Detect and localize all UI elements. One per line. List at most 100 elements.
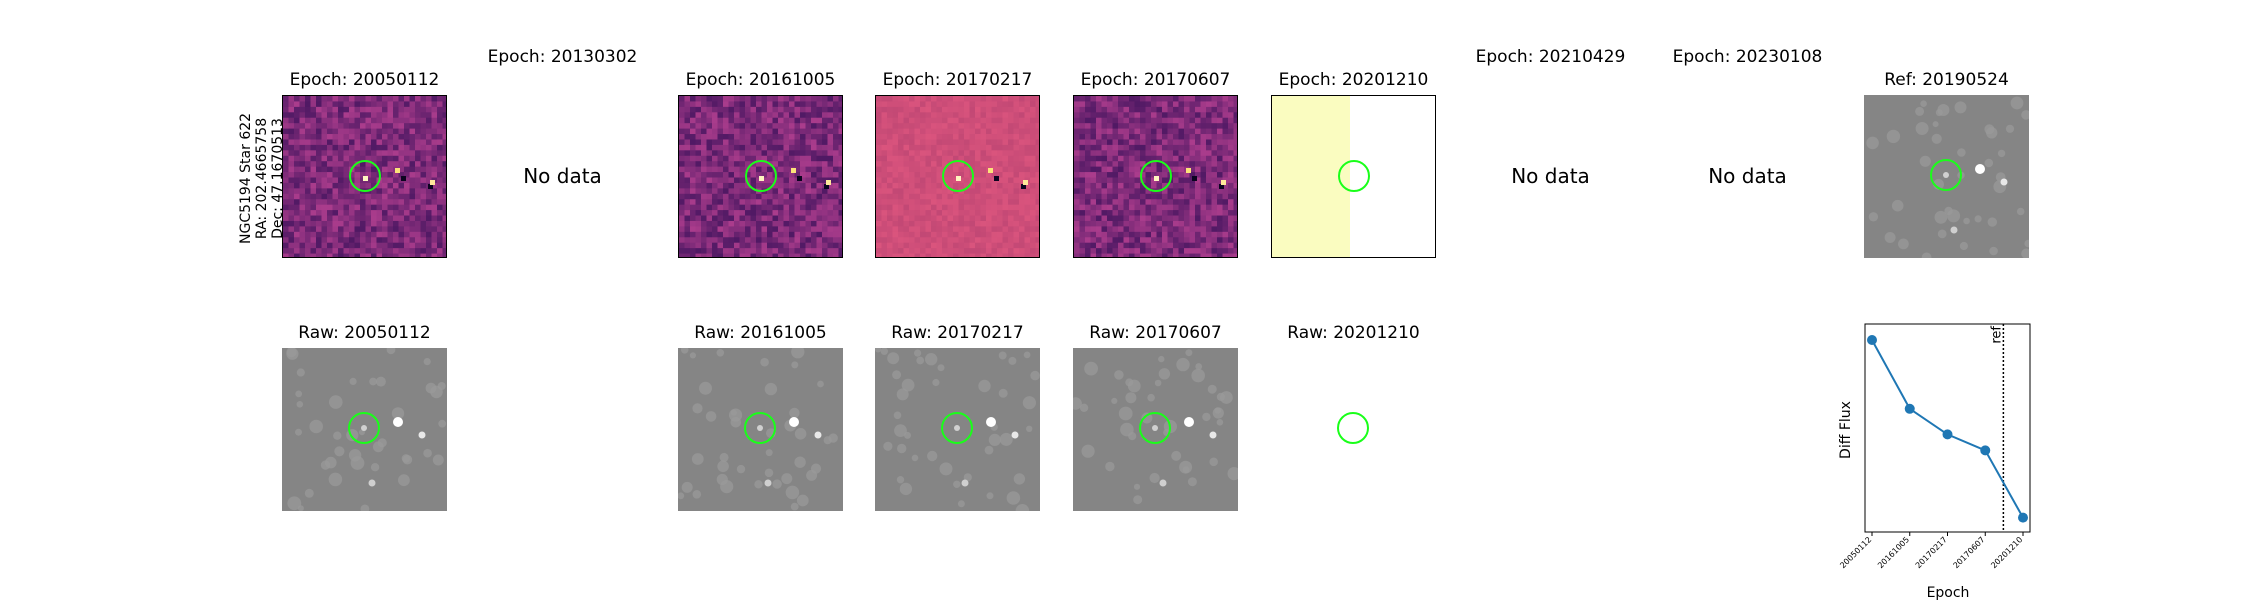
pixel (947, 101, 954, 108)
diff-panel-20201210[interactable] (1271, 95, 1436, 258)
pixel (679, 150, 685, 157)
pixel (382, 220, 388, 227)
pixel (739, 106, 746, 113)
pixel (805, 96, 812, 102)
pixel (426, 112, 432, 119)
pixel (997, 199, 1003, 206)
pixel (679, 123, 685, 130)
pixel (415, 253, 421, 257)
pixel (679, 226, 685, 233)
pixel (1145, 220, 1152, 227)
pixel (1222, 242, 1229, 249)
pixel (1162, 101, 1168, 108)
pixel (909, 182, 915, 189)
pixel (920, 220, 926, 227)
diff-panel-20170217[interactable] (875, 95, 1040, 258)
pixel (903, 204, 910, 211)
x-tick-label: 20050112 (1838, 535, 1873, 570)
pixel (827, 199, 834, 206)
pixel (1090, 210, 1097, 217)
pixel (789, 237, 795, 244)
pixel (903, 96, 910, 102)
pixel (354, 204, 361, 211)
pixel (947, 237, 954, 244)
pixel (925, 231, 932, 238)
pixel (684, 166, 691, 173)
ref-title: Ref: 20190524 (1884, 70, 2009, 90)
source-pixel (826, 180, 831, 185)
pixel (1145, 123, 1152, 130)
pixel (1151, 101, 1157, 108)
pixel (767, 112, 773, 119)
faint-star (386, 348, 396, 355)
pixel (1118, 210, 1124, 217)
pixel (1101, 161, 1108, 168)
pixel (800, 123, 806, 130)
pixel (734, 101, 740, 108)
pixel (816, 204, 823, 211)
faint-star (1202, 412, 1211, 422)
pixel (827, 193, 834, 200)
pixel (898, 106, 904, 113)
pixel (1019, 199, 1025, 206)
pixel (1145, 101, 1152, 108)
raw-panel-20170217[interactable] (875, 348, 1040, 511)
pixel (1013, 253, 1020, 257)
pixel (431, 182, 438, 189)
pixel (701, 101, 707, 108)
pixel (1178, 204, 1185, 211)
pixel (778, 177, 784, 184)
pixel (299, 106, 306, 113)
pixel (811, 177, 817, 184)
pixel (761, 139, 768, 146)
pixel (898, 96, 904, 102)
pixel (1184, 117, 1190, 124)
pixel (986, 96, 992, 102)
pixel (942, 101, 948, 108)
faint-star (1987, 217, 1997, 227)
raw-panel-20050112[interactable] (282, 348, 447, 511)
pixel (767, 248, 773, 255)
pixel (1228, 155, 1234, 162)
pixel (393, 123, 399, 130)
pixel (1035, 101, 1039, 108)
faint-star (1022, 396, 1036, 410)
pixel (876, 253, 882, 257)
pixel (327, 182, 333, 189)
pixel (1162, 220, 1168, 227)
pixel (1096, 106, 1102, 113)
pixel (283, 188, 289, 195)
pixel (1189, 204, 1196, 211)
pixel (679, 101, 685, 108)
star-ra: RA: 202.4665758 (254, 117, 270, 240)
pixel (1019, 96, 1025, 102)
pixel (920, 253, 926, 257)
raw-panel-20170607[interactable] (1073, 348, 1238, 511)
pixel (1200, 204, 1207, 211)
pixel (789, 106, 795, 113)
pixel (964, 199, 970, 206)
pixel (811, 150, 817, 157)
faint-star (999, 432, 1013, 446)
diff-panel-20170607[interactable] (1073, 95, 1238, 258)
pixel (756, 237, 762, 244)
raw-panel-20201210[interactable] (1271, 348, 1436, 511)
faint-star (927, 450, 938, 462)
pixel (717, 123, 724, 130)
raw-panel-20161005[interactable] (678, 348, 843, 511)
pixel (789, 155, 795, 162)
pixel (734, 123, 740, 130)
pixel (997, 155, 1003, 162)
pixel (1030, 220, 1036, 227)
diff-panel-20050112[interactable] (282, 95, 447, 258)
pixel (684, 177, 691, 184)
pixel (909, 210, 915, 217)
ref-panel-20190524[interactable] (1864, 95, 2029, 258)
pixel (338, 248, 344, 255)
pixel (398, 199, 405, 206)
pixel (997, 215, 1003, 222)
pixel (1151, 220, 1157, 227)
pixel (1096, 155, 1102, 162)
pixel (903, 177, 910, 184)
diff-panel-20161005[interactable] (678, 95, 843, 258)
